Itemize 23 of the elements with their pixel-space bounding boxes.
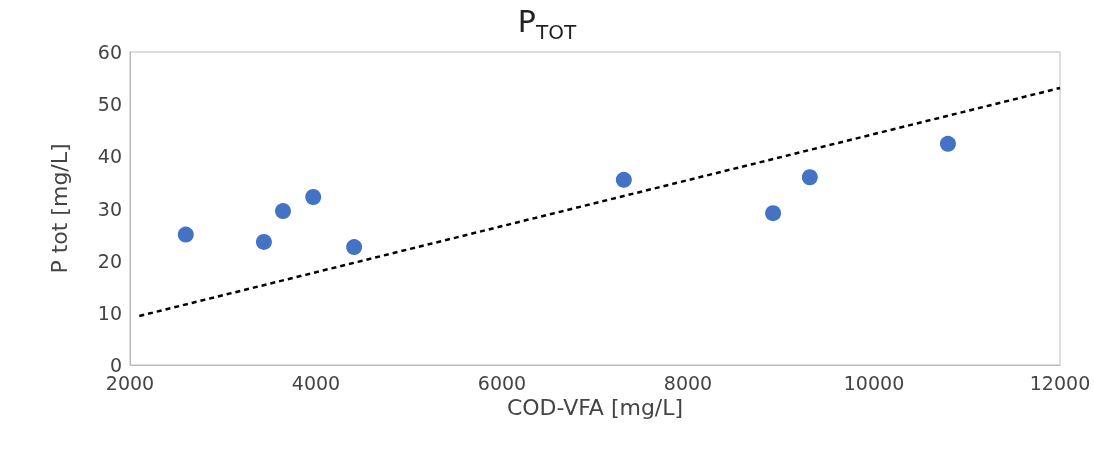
point	[801, 169, 818, 186]
y-tick-label: 50	[97, 93, 122, 116]
x-tick-label: 4000	[291, 371, 341, 394]
y-tick-label: 40	[97, 145, 122, 168]
point	[255, 233, 272, 250]
x-tick-label: 6000	[477, 371, 527, 394]
point	[275, 203, 291, 220]
point	[305, 189, 322, 206]
x-tick-label: 12000	[1029, 371, 1091, 394]
x-tick-label: 8000	[663, 371, 713, 394]
point	[615, 171, 632, 188]
y-tick-label: 30	[97, 197, 122, 220]
y-axis-title: P tot [mg/L]	[46, 143, 72, 274]
chart-title: P$_{TOT}$	[517, 4, 577, 44]
point	[939, 135, 956, 152]
point	[346, 239, 363, 256]
x-axis-title: COD-VFA [mg/L]	[506, 395, 684, 421]
point	[765, 205, 782, 222]
point	[177, 226, 194, 243]
x-tick-label: 10000	[843, 371, 905, 394]
y-tick-label: 10	[97, 301, 122, 324]
y-tick-label: 60	[97, 41, 122, 63]
y-tick-label: 20	[97, 249, 122, 272]
